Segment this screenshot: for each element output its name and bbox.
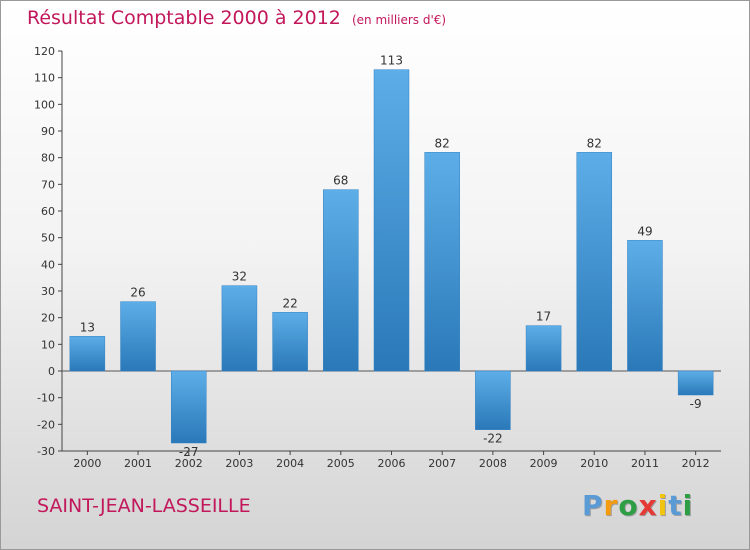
bar-2012 <box>677 370 714 396</box>
value-label: 13 <box>80 320 95 334</box>
x-tick-label: 2003 <box>225 457 253 470</box>
logo-letter: x <box>638 489 658 522</box>
y-tick-label: 20 <box>41 312 55 325</box>
bar-2002 <box>170 370 207 444</box>
x-tick-label: 2010 <box>580 457 608 470</box>
logo-letter: r <box>603 489 619 522</box>
value-label: -22 <box>483 432 503 446</box>
y-tick-label: -20 <box>37 418 55 431</box>
y-tick-label: 30 <box>41 285 55 298</box>
y-tick-label: 10 <box>41 338 55 351</box>
y-tick-label: 0 <box>48 365 55 378</box>
value-label: 82 <box>587 136 602 150</box>
value-label: -9 <box>690 397 702 411</box>
y-tick-label: 70 <box>41 178 55 191</box>
bar-2009 <box>525 325 562 372</box>
y-tick-label: 120 <box>34 45 55 58</box>
x-tick-label: 2006 <box>378 457 406 470</box>
y-tick-label: 100 <box>34 98 55 111</box>
bar-2006 <box>373 69 410 372</box>
logo-letter: t <box>668 489 683 522</box>
value-label: 26 <box>130 286 145 300</box>
value-label: 32 <box>232 270 247 284</box>
y-tick-label: 80 <box>41 152 55 165</box>
y-tick-label: 60 <box>41 205 55 218</box>
bar-2008 <box>475 370 511 430</box>
x-tick-label: 2005 <box>327 457 355 470</box>
value-label: 17 <box>536 310 551 324</box>
bar-2007 <box>424 152 460 372</box>
bar-2000 <box>69 336 106 372</box>
x-tick-label: 2009 <box>530 457 558 470</box>
y-tick-label: 110 <box>34 72 55 85</box>
x-tick-label: 2011 <box>631 457 659 470</box>
logo-letter: o <box>618 489 639 522</box>
x-tick-label: 2008 <box>479 457 507 470</box>
x-tick-label: 2004 <box>276 457 304 470</box>
value-label: 82 <box>435 136 450 150</box>
y-tick-label: 90 <box>41 125 55 138</box>
logo-letter: i <box>657 489 669 522</box>
proxiti-logo[interactable]: Proxiti <box>582 489 693 522</box>
y-tick-label: -30 <box>37 445 55 458</box>
x-tick-label: 2002 <box>175 457 203 470</box>
y-tick-label: 40 <box>41 258 55 271</box>
bar-2003 <box>221 285 258 372</box>
bar-2001 <box>120 301 156 372</box>
commune-name: SAINT-JEAN-LASSEILLE <box>37 495 251 517</box>
y-tick-label: -10 <box>37 392 55 405</box>
value-label: 68 <box>333 174 348 188</box>
x-tick-label: 2001 <box>124 457 152 470</box>
value-label: 22 <box>282 296 297 310</box>
bar-2005 <box>323 189 359 372</box>
value-label: 49 <box>637 224 652 238</box>
chart-title-block: Résultat Comptable 2000 à 2012 (en milli… <box>27 7 446 29</box>
bar-2004 <box>272 312 308 372</box>
x-tick-label: 2000 <box>73 457 101 470</box>
x-tick-label: 2007 <box>428 457 456 470</box>
logo-letter: i <box>682 489 694 522</box>
value-label: 113 <box>380 54 403 68</box>
y-tick-label: 50 <box>41 232 55 245</box>
logo-letter: P <box>582 489 604 522</box>
x-tick-label: 2012 <box>682 457 710 470</box>
bar-2011 <box>627 240 663 372</box>
bar-2010 <box>576 152 613 372</box>
chart-title: Résultat Comptable 2000 à 2012 <box>27 7 341 29</box>
chart-unit: (en milliers d'€) <box>351 13 447 27</box>
